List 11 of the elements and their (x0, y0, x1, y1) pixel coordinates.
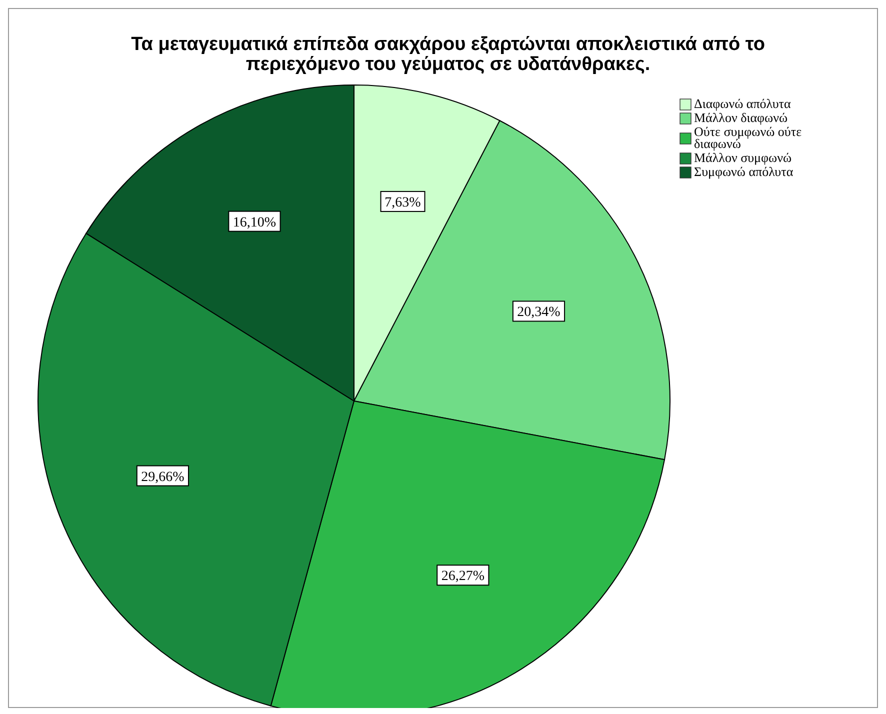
data-label: 29,66% (141, 470, 185, 485)
chart-title: Τα μεταγευματικά επίπεδα σακχάρου εξαρτώνται αποκλειστικά από το περιεχόμενο του γεύματος σε υδατάνθρακες. (131, 34, 765, 75)
data-label: 26,27% (441, 569, 485, 584)
legend-label: Ούτε συμφωνώ ούτε διαφωνώ (694, 124, 802, 151)
data-label: 16,10% (232, 215, 276, 230)
data-label: 20,34% (517, 305, 561, 320)
legend-label: Μάλλον διαφωνώ (694, 110, 788, 125)
legend-label: Μάλλον συμφωνώ (694, 150, 792, 165)
legend-label: Συμφωνώ απόλυτα (694, 164, 794, 179)
data-label: 7,63% (384, 195, 422, 210)
legend-label: Διαφωνώ απόλυτα (694, 96, 792, 111)
